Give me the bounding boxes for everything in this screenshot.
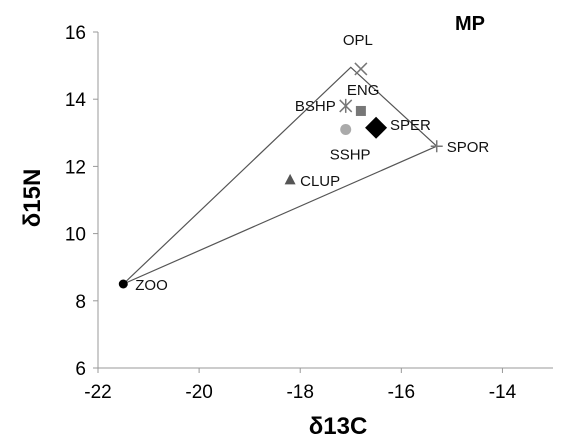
y-tick-label: 16 bbox=[65, 23, 86, 44]
data-points: ZOO CLUP SSHP BSHP ENG OPL SPER SPOR bbox=[118, 32, 490, 294]
marker-sshp bbox=[340, 123, 352, 135]
x-axis-title: δ13C bbox=[309, 413, 368, 440]
y-axis-title: δ15N bbox=[19, 169, 46, 228]
x-tick-label: -22 bbox=[84, 382, 111, 403]
x-tick-label: -16 bbox=[388, 382, 415, 403]
point-sper: SPER bbox=[365, 117, 431, 139]
x-tick-label: -18 bbox=[286, 382, 313, 403]
hull-polygon bbox=[122, 66, 438, 285]
point-label-eng: ENG bbox=[347, 82, 380, 99]
marker-eng bbox=[355, 105, 366, 116]
y-tick-label: 10 bbox=[65, 225, 86, 246]
x-tick-label: -14 bbox=[489, 382, 517, 403]
chart-title: MP bbox=[455, 13, 485, 35]
point-label-spor: SPOR bbox=[447, 139, 490, 156]
marker-bshp bbox=[339, 98, 353, 113]
point-zoo: ZOO bbox=[118, 277, 168, 294]
point-sshp: SSHP bbox=[330, 123, 371, 163]
point-label-bshp: BSHP bbox=[295, 98, 336, 115]
point-clup: CLUP bbox=[284, 173, 340, 190]
y-tick-label: 8 bbox=[75, 292, 86, 313]
marker-sper bbox=[365, 116, 388, 139]
y-tick-label: 12 bbox=[65, 157, 86, 178]
y-tick-label: 14 bbox=[65, 90, 87, 111]
convex-hull bbox=[122, 66, 438, 285]
point-opl: OPL bbox=[343, 32, 373, 76]
y-tick-label: 6 bbox=[75, 359, 86, 380]
point-label-opl: OPL bbox=[343, 32, 373, 49]
point-spor: SPOR bbox=[430, 139, 490, 156]
marker-zoo bbox=[118, 279, 128, 289]
marker-spor bbox=[430, 140, 443, 153]
marker-clup bbox=[284, 173, 296, 185]
point-label-sshp: SSHP bbox=[330, 146, 371, 163]
x-tick-label: -20 bbox=[185, 382, 212, 403]
point-label-zoo: ZOO bbox=[135, 277, 168, 294]
point-label-sper: SPER bbox=[390, 117, 431, 134]
point-eng: ENG bbox=[347, 82, 380, 116]
marker-opl bbox=[354, 62, 368, 76]
axes: 6 8 10 12 14 16 -22 -20 -18 -16 -14 bbox=[65, 23, 553, 403]
point-bshp: BSHP bbox=[295, 98, 353, 115]
point-label-clup: CLUP bbox=[300, 173, 340, 190]
